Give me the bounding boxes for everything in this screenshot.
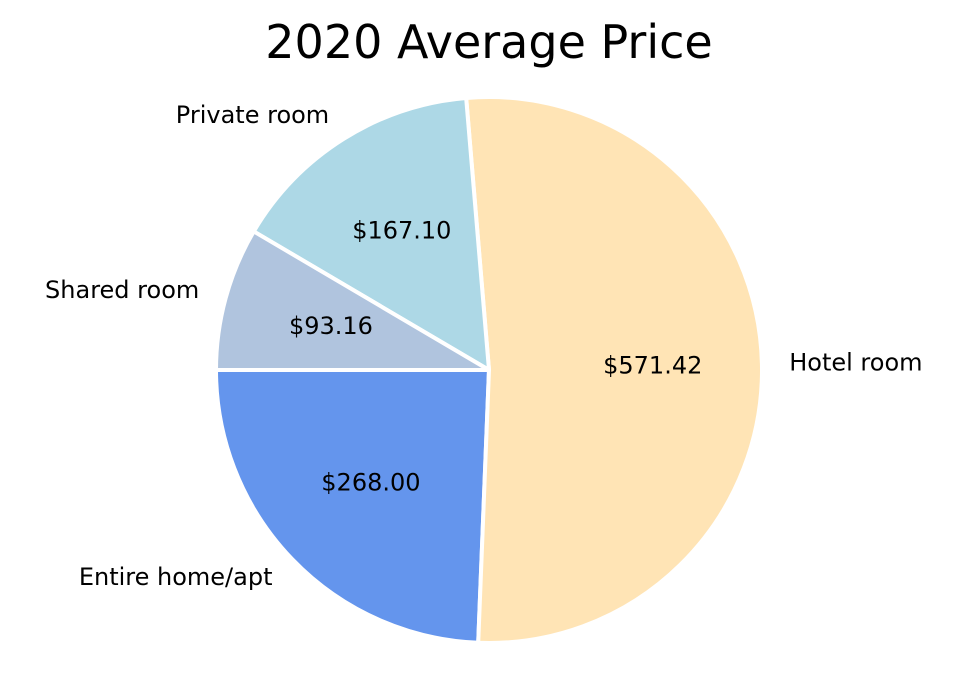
category-label-shared-room: Shared room	[45, 276, 199, 304]
pie-slice-hotel-room	[464, 95, 764, 645]
pie-slice-shared-room	[214, 229, 491, 372]
category-label-entire-home-apt: Entire home/apt	[79, 563, 273, 591]
category-label-hotel-room: Hotel room	[789, 348, 922, 376]
pie-slice-private-room	[251, 95, 491, 372]
pie-slice-entire-home-apt	[214, 368, 491, 645]
value-label-hotel-room: $571.42	[603, 351, 702, 379]
pie-labels: Entire home/apt $268.00 Hotel room $571.42 P…	[45, 101, 922, 591]
pie-slices	[214, 95, 764, 645]
value-label-entire-home-apt: $268.00	[321, 469, 420, 497]
chart-title: 2020 Average Price	[265, 15, 712, 69]
value-label-shared-room: $93.16	[289, 312, 373, 340]
value-label-private-room: $167.10	[352, 216, 451, 244]
category-label-private-room: Private room	[176, 101, 329, 129]
